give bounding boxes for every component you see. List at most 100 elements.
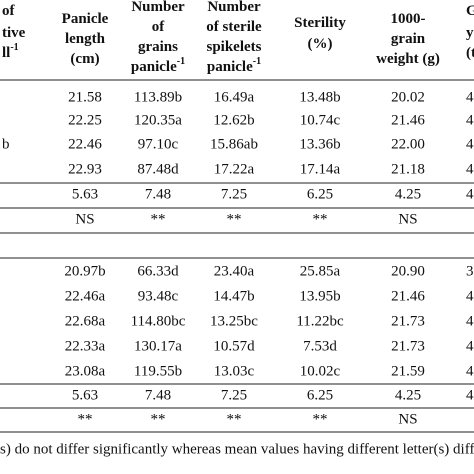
header-line: panicle: [131, 59, 177, 75]
cell-text: 22.00: [391, 136, 425, 152]
header-line: Sterility: [294, 15, 346, 31]
header-text: grains: [138, 39, 178, 55]
header-line: Number: [131, 0, 185, 15]
header-text: 1000-: [391, 11, 426, 27]
cell-text: **: [151, 211, 166, 227]
header-line: panicle: [207, 59, 253, 75]
header-line: y: [466, 25, 474, 41]
cell-text: 4: [466, 288, 474, 304]
header-text: y: [466, 25, 474, 41]
footnote: s) do not differ significantly whereas m…: [0, 441, 474, 457]
header-text: Sterility: [294, 15, 346, 31]
header-line: (%): [308, 36, 333, 52]
header-line: Panicle: [62, 11, 109, 27]
cell-text: 22.46: [68, 136, 102, 152]
cell-text: 93.48c: [138, 288, 179, 304]
cell-text: 87.48d: [137, 161, 179, 177]
header-line: of sterile: [206, 19, 262, 35]
cell-text: 3: [466, 263, 474, 279]
header-text: weight (g): [376, 51, 440, 67]
cell-text: 4: [466, 387, 474, 403]
header-text: G: [466, 3, 474, 19]
cell-text: **: [78, 411, 93, 427]
cell-text: 119.55b: [134, 363, 182, 379]
cell-text: 20.02: [391, 89, 425, 105]
header-sup: -1: [10, 42, 18, 53]
cell-text: 4.25: [395, 387, 421, 403]
cell-text: 22.33a: [65, 338, 106, 354]
cell-text: 13.03c: [214, 363, 255, 379]
header-line: grains: [138, 39, 178, 55]
cell-text: 21.59: [391, 363, 425, 379]
header-text: ll-1: [2, 42, 19, 61]
cell-text: 23.08a: [65, 363, 106, 379]
cell-text: 21.58: [68, 89, 102, 105]
header-line: 1000-: [391, 11, 426, 27]
cell-text: 120.35a: [134, 112, 182, 128]
cell-text: 10.02c: [300, 363, 341, 379]
cell-text: 5.63: [72, 387, 98, 403]
header-text: Panicle: [62, 11, 109, 27]
header-text: (cm): [70, 51, 99, 67]
header-line: Number: [207, 0, 261, 15]
cell-text: **: [227, 211, 242, 227]
cell-text: 22.93: [68, 161, 102, 177]
cell-text: **: [151, 411, 166, 427]
header-text: panicle-1: [207, 56, 261, 75]
cell-text: 12.62b: [213, 112, 254, 128]
cell-text: 7.25: [221, 186, 247, 202]
cell-text: 4.25: [395, 186, 421, 202]
header-text: of: [2, 3, 16, 19]
header-sup: -1: [253, 56, 261, 67]
cell-text: 22.25: [68, 112, 102, 128]
cell-text: 113.89b: [134, 89, 182, 105]
cell-text: 7.25: [221, 387, 247, 403]
cell-text: 4: [466, 89, 474, 105]
cell-text: 20.90: [391, 263, 425, 279]
header-text: of: [152, 19, 166, 35]
header-line: (t: [466, 45, 474, 61]
cell-text: 7.48: [145, 387, 171, 403]
header-text: panicle-1: [131, 56, 185, 75]
cell-text: 114.80bc: [131, 313, 186, 329]
header-text: of sterile: [206, 19, 262, 35]
cell-text: NS: [75, 211, 94, 227]
cell-text: 21.73: [391, 338, 425, 354]
cell-text: 21.18: [391, 161, 425, 177]
header-text: Number: [131, 0, 185, 15]
cell-text: 4: [466, 338, 474, 354]
cell-text: 17.22a: [214, 161, 255, 177]
cell-text: NS: [398, 411, 417, 427]
header-line: spikelets: [206, 39, 261, 55]
header-text: spikelets: [206, 39, 261, 55]
cell-text: 4: [466, 186, 474, 202]
cell-text: 22.46a: [65, 288, 106, 304]
cell-text: 17.14a: [300, 161, 341, 177]
cell-text: 6.25: [307, 186, 333, 202]
cell-text: NS: [398, 211, 417, 227]
cell-text: 21.46: [391, 288, 425, 304]
cell-text: 21.73: [391, 313, 425, 329]
cell-text: 21.46: [391, 112, 425, 128]
header-sup: -1: [177, 56, 185, 67]
cell-text: 7.53d: [303, 338, 337, 354]
cell-text: 13.48b: [299, 89, 340, 105]
cell-text: 22.68a: [65, 313, 106, 329]
header-line: tive: [2, 25, 26, 41]
header-line: of: [2, 3, 16, 19]
header-line: (cm): [70, 51, 99, 67]
cell-text: 20.97b: [64, 263, 105, 279]
cell-text: 10.74c: [300, 112, 341, 128]
cell-text: 11.22bc: [296, 313, 344, 329]
header-line: G: [466, 3, 474, 19]
header-line: grain: [391, 31, 426, 47]
header-text: Number: [207, 0, 261, 15]
header-line: ll: [2, 45, 10, 61]
header-line: weight (g): [376, 51, 440, 67]
cell-text: 4: [466, 136, 474, 152]
cell-text: 25.85a: [300, 263, 341, 279]
cell-text: 23.40a: [214, 263, 255, 279]
cell-text: b: [2, 136, 10, 152]
cell-text: 10.57d: [213, 338, 255, 354]
